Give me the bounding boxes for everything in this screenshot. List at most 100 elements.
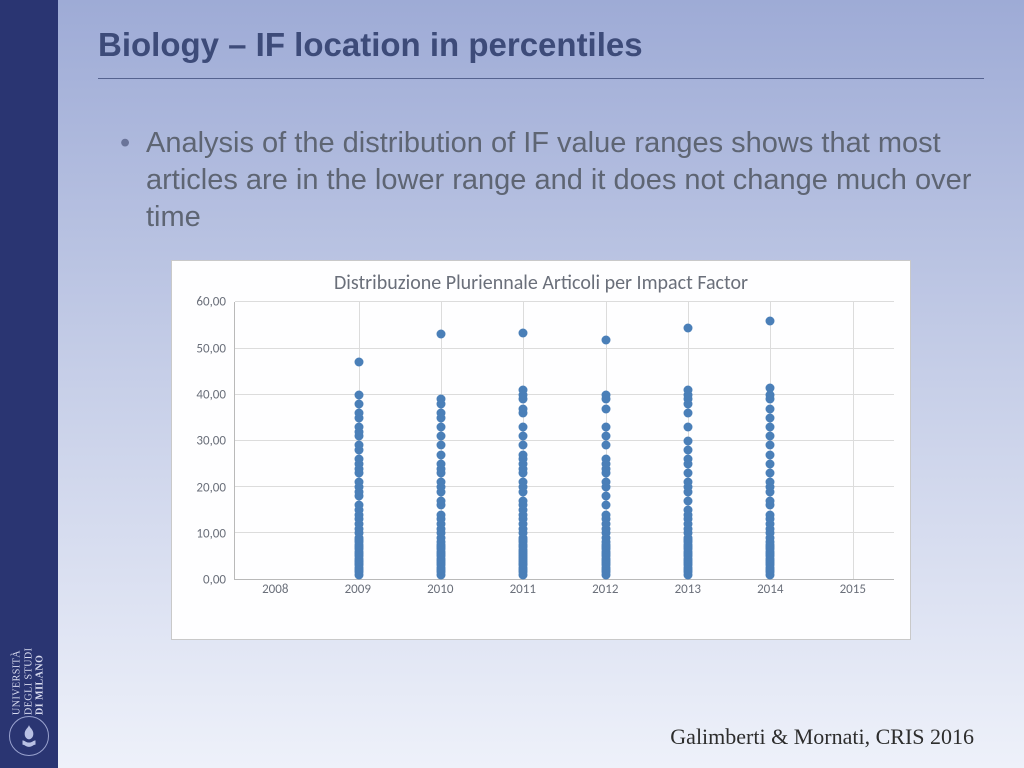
xtick-label: 2011: [510, 582, 536, 597]
grid-v: [853, 302, 854, 579]
chart-plot-area: [234, 302, 894, 580]
data-point: [766, 413, 775, 422]
data-point: [766, 450, 775, 459]
data-point: [436, 432, 445, 441]
data-point: [519, 422, 528, 431]
data-point: [436, 459, 445, 468]
data-point: [684, 478, 693, 487]
university-label: UNIVERSITÀ DEGLI STUDI DI MILANO: [0, 664, 58, 699]
bullet-item: Analysis of the distribution of IF value…: [120, 125, 984, 236]
data-point: [766, 469, 775, 478]
data-point: [766, 510, 775, 519]
data-point: [601, 510, 610, 519]
data-point: [436, 510, 445, 519]
data-point: [519, 386, 528, 395]
data-point: [766, 478, 775, 487]
ytick-label: 30,00: [196, 434, 226, 449]
slide: UNIVERSITÀ DEGLI STUDI DI MILANO Biology…: [0, 0, 1024, 768]
data-point: [354, 455, 363, 464]
data-point: [766, 496, 775, 505]
data-point: [436, 478, 445, 487]
data-point: [354, 358, 363, 367]
data-point: [766, 441, 775, 450]
university-crest-icon: [9, 716, 49, 756]
xtick-label: 2008: [262, 582, 288, 597]
data-point: [436, 496, 445, 505]
data-point: [601, 422, 610, 431]
left-sidebar: UNIVERSITÀ DEGLI STUDI DI MILANO: [0, 0, 58, 768]
bullet-list: Analysis of the distribution of IF value…: [98, 125, 984, 236]
data-point: [519, 496, 528, 505]
data-point: [601, 501, 610, 510]
uni-line-2: DEGLI STUDI: [23, 647, 34, 714]
data-point: [766, 404, 775, 413]
slide-title: Biology – IF location in percentiles: [98, 0, 984, 79]
ytick-label: 60,00: [196, 295, 226, 310]
data-point: [684, 455, 693, 464]
data-point: [436, 329, 445, 338]
data-point: [684, 386, 693, 395]
data-point: [436, 409, 445, 418]
data-point: [436, 395, 445, 404]
data-point: [684, 436, 693, 445]
attribution: Galimberti & Mornati, CRIS 2016: [670, 724, 974, 750]
data-point: [684, 496, 693, 505]
chart-title: Distribuzione Pluriennale Articoli per I…: [184, 271, 898, 296]
chart-xaxis: 2008 2009 2010 2011 2012 2013 2014 2015: [234, 580, 894, 602]
data-point: [436, 450, 445, 459]
grid-h: [235, 486, 894, 487]
data-point: [354, 399, 363, 408]
chart-container: Distribuzione Pluriennale Articoli per I…: [171, 260, 911, 640]
data-point: [436, 441, 445, 450]
ytick-label: 0,00: [203, 573, 226, 588]
xtick-label: 2009: [345, 582, 371, 597]
data-point: [766, 459, 775, 468]
data-point: [354, 422, 363, 431]
data-point: [766, 422, 775, 431]
data-point: [684, 469, 693, 478]
data-point: [684, 323, 693, 332]
chart-plot: 0,0010,0020,0030,0040,0050,0060,00 20082…: [184, 302, 898, 602]
data-point: [684, 446, 693, 455]
data-point: [601, 478, 610, 487]
data-point: [354, 390, 363, 399]
grid-h: [235, 532, 894, 533]
data-point: [766, 383, 775, 392]
data-point: [354, 441, 363, 450]
content-area: Biology – IF location in percentiles Ana…: [58, 0, 1024, 768]
chart-yaxis: 0,0010,0020,0030,0040,0050,0060,00: [184, 302, 230, 580]
data-point: [601, 404, 610, 413]
data-point: [601, 455, 610, 464]
xtick-label: 2010: [427, 582, 453, 597]
uni-line-3: DI MILANO: [35, 654, 46, 714]
ytick-label: 50,00: [196, 341, 226, 356]
data-point: [684, 422, 693, 431]
data-point: [766, 432, 775, 441]
grid-h: [235, 440, 894, 441]
data-point: [684, 409, 693, 418]
data-point: [354, 478, 363, 487]
data-point: [519, 329, 528, 338]
data-point: [601, 336, 610, 345]
grid-h: [235, 394, 894, 395]
ytick-label: 10,00: [196, 527, 226, 542]
data-point: [601, 432, 610, 441]
xtick-label: 2014: [757, 582, 783, 597]
xtick-label: 2015: [840, 582, 866, 597]
data-point: [601, 390, 610, 399]
ytick-label: 20,00: [196, 480, 226, 495]
data-point: [519, 478, 528, 487]
ytick-label: 40,00: [196, 388, 226, 403]
data-point: [766, 316, 775, 325]
data-point: [354, 501, 363, 510]
data-point: [684, 506, 693, 515]
data-point: [519, 441, 528, 450]
data-point: [519, 450, 528, 459]
data-point: [601, 492, 610, 501]
xtick-label: 2012: [592, 582, 618, 597]
xtick-label: 2013: [675, 582, 701, 597]
data-point: [519, 404, 528, 413]
grid-h: [235, 301, 894, 302]
grid-h: [235, 348, 894, 349]
uni-line-1: UNIVERSITÀ: [12, 649, 23, 714]
